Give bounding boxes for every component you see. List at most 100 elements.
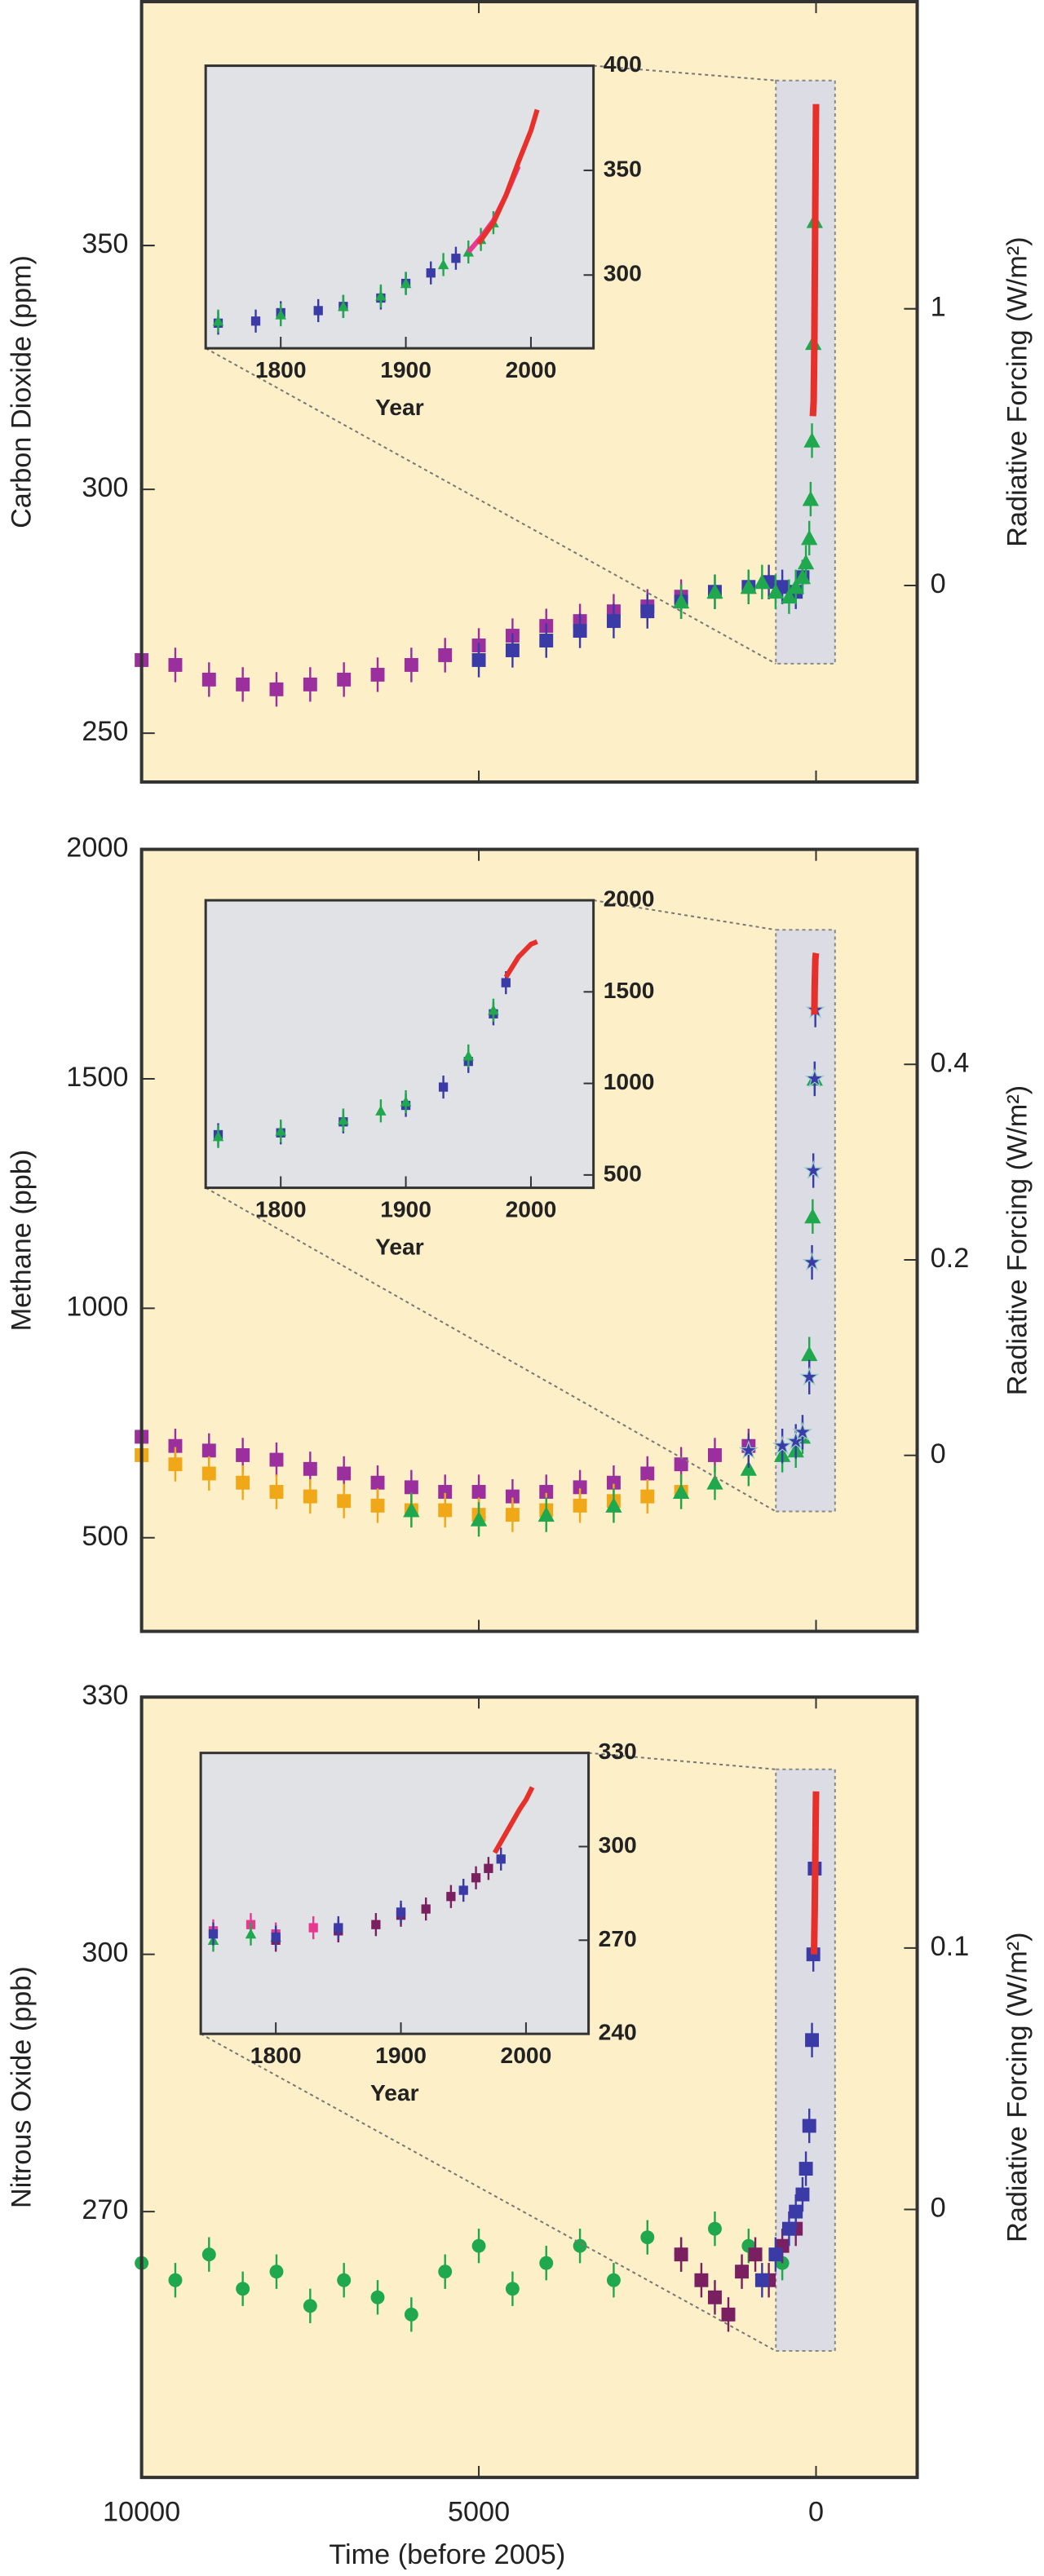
data-point	[375, 1105, 387, 1116]
data-line	[492, 1786, 535, 1854]
data-point	[539, 2256, 554, 2270]
data-point	[303, 677, 317, 691]
data-point	[212, 1130, 224, 1142]
y2-tick-label: 0	[931, 1438, 946, 1469]
data-point	[208, 1929, 219, 1939]
data-point	[789, 2204, 803, 2219]
x-tick-label: 2000	[501, 2042, 552, 2068]
data-point	[168, 2273, 183, 2287]
data-point	[738, 1439, 759, 1460]
zoom-region	[775, 929, 836, 1513]
data-point	[438, 1082, 449, 1092]
data-point	[168, 1457, 183, 1472]
data-point	[400, 277, 412, 289]
y-tick-label: 330	[82, 1680, 128, 1711]
data-point	[501, 978, 511, 988]
data-point	[375, 290, 387, 301]
data-point	[804, 1068, 825, 1088]
data-point	[168, 1438, 183, 1453]
data-point	[404, 2307, 418, 2322]
y-tick-label: 240	[599, 2019, 637, 2045]
data-point	[787, 578, 804, 594]
data-point	[721, 2307, 736, 2322]
data-point	[470, 1511, 488, 1527]
data-point	[805, 2033, 819, 2048]
y-tick-label: 350	[82, 228, 128, 259]
x-axis-label: Year	[375, 1234, 424, 1260]
x-tick-label: 10000	[103, 2496, 180, 2527]
data-point	[269, 1485, 284, 1499]
zoom-connector	[588, 1752, 776, 1770]
data-point	[792, 1421, 813, 1441]
data-point	[674, 2247, 688, 2262]
x-tick-label: 1900	[380, 356, 431, 382]
plot-frame	[199, 1752, 591, 2035]
data-line	[476, 108, 540, 245]
data-point	[168, 657, 183, 672]
data-point	[458, 1885, 468, 1895]
x-tick-label: 5000	[448, 2496, 510, 2527]
y2-tick-label: 0.4	[931, 1047, 970, 1078]
data-point	[797, 554, 815, 570]
data-point	[804, 1208, 821, 1224]
zoom-connector	[205, 1186, 776, 1513]
data-line	[811, 952, 820, 1015]
data-point	[707, 1447, 722, 1462]
data-point	[400, 1096, 412, 1107]
y2-axis-label: Radiative Forcing (W/m²)	[1002, 1085, 1033, 1395]
data-point	[706, 583, 723, 599]
data-point	[446, 1892, 456, 1902]
data-point	[403, 1501, 420, 1518]
data-point	[201, 672, 216, 687]
data-point	[798, 2162, 813, 2176]
data-point	[772, 1435, 793, 1455]
data-point	[471, 1485, 486, 1499]
data-point	[313, 306, 323, 316]
data-point	[672, 593, 690, 609]
y-tick-label: 1000	[604, 1068, 655, 1094]
x-tick-label: 1800	[255, 1195, 307, 1222]
y-tick-label: 250	[82, 716, 128, 747]
data-point	[795, 2187, 810, 2202]
y-tick-label: 300	[599, 1831, 637, 1858]
data-point	[437, 258, 449, 270]
data-point	[370, 2290, 385, 2304]
data-point	[337, 2273, 352, 2287]
x-tick-label: 1900	[380, 1195, 431, 1222]
data-point	[735, 2264, 749, 2279]
y-tick-label: 1500	[66, 1062, 128, 1093]
data-point	[573, 1498, 587, 1513]
data-point	[201, 1443, 216, 1458]
data-point	[337, 672, 352, 687]
data-point	[707, 2290, 722, 2304]
data-point	[488, 1005, 499, 1015]
y-tick-label: 2000	[66, 833, 128, 864]
data-point	[573, 2238, 587, 2253]
data-point	[337, 1466, 352, 1481]
data-point	[236, 1447, 250, 1462]
data-point	[236, 2282, 250, 2296]
data-point	[271, 1932, 281, 1942]
data-point	[438, 1503, 453, 1518]
data-point	[707, 2221, 722, 2236]
data-point	[462, 1050, 475, 1061]
data-point	[471, 1873, 481, 1883]
data-line	[809, 104, 820, 417]
y-axis-label: Methane (ppb)	[7, 1150, 38, 1332]
data-point	[308, 1923, 318, 1933]
data-point	[801, 1345, 818, 1362]
data-point	[438, 1485, 453, 1499]
data-point	[640, 2230, 655, 2245]
data-line	[503, 939, 538, 979]
y-tick-label: 300	[604, 260, 642, 286]
data-point	[798, 1366, 820, 1386]
data-point	[337, 1494, 352, 1509]
data-point	[471, 652, 486, 667]
plot-frame	[139, 847, 919, 1633]
x-tick-label: 2000	[506, 1195, 557, 1222]
data-point	[505, 1508, 520, 1522]
y-tick-label: 300	[82, 1938, 128, 1968]
data-point	[539, 1485, 554, 1499]
data-point	[674, 1457, 688, 1472]
x-tick-label: 1800	[255, 356, 307, 382]
